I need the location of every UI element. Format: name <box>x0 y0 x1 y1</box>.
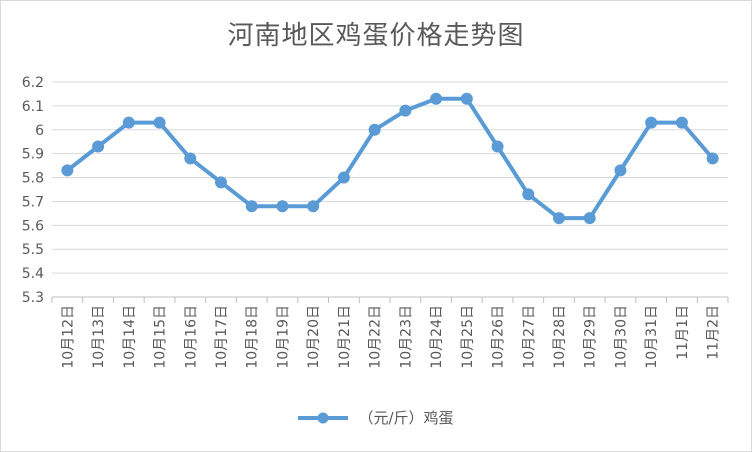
data-point <box>645 116 658 129</box>
x-tick-label: 10月25日 <box>460 305 476 369</box>
y-tick-label: 6.1 <box>22 99 44 115</box>
data-point <box>399 104 412 117</box>
x-tick-label: 10月12日 <box>60 305 76 369</box>
data-point <box>92 140 105 153</box>
data-point <box>122 116 135 129</box>
x-tick-label: 10月20日 <box>306 305 322 369</box>
y-tick-label: 5.6 <box>22 218 44 234</box>
y-tick-label: 5.5 <box>22 242 44 258</box>
data-point <box>491 140 504 153</box>
data-point <box>614 164 627 177</box>
axes: 5.3 5.4 5.5 5.6 5.7 5.8 5.9 6 6.1 6.2 10月12日 10月13日… <box>22 75 729 369</box>
x-tick-label: 10月26日 <box>491 305 507 369</box>
series-layer <box>61 92 719 225</box>
data-point <box>307 200 320 213</box>
x-tick-label: 10月16日 <box>183 305 199 369</box>
data-point <box>61 164 74 177</box>
gridlines <box>52 81 728 274</box>
y-tick-label: 5.8 <box>22 171 44 187</box>
y-tick-label: 5.3 <box>22 290 44 306</box>
y-tick-label: 6 <box>35 123 44 139</box>
x-tick-label: 11月2日 <box>706 305 722 360</box>
y-tick-label: 5.7 <box>22 194 44 210</box>
x-tick-label: 10月24日 <box>429 305 445 369</box>
line-chart: 5.3 5.4 5.5 5.6 5.7 5.8 5.9 6 6.1 6.2 10月12日 10月13日… <box>22 75 729 369</box>
data-point <box>460 92 473 105</box>
legend: （元/斤）鸡蛋 <box>1 407 751 428</box>
x-tick-label: 10月15日 <box>153 305 169 369</box>
legend-label: （元/斤）鸡蛋 <box>358 409 454 427</box>
legend-swatch <box>298 412 349 423</box>
data-point <box>276 200 289 213</box>
x-tick-label: 10月28日 <box>552 305 568 369</box>
y-tick-label: 5.4 <box>22 266 44 282</box>
data-point <box>215 176 227 189</box>
data-point <box>245 200 258 213</box>
x-tick-label: 10月30日 <box>613 305 629 369</box>
x-tick-label: 10月18日 <box>245 305 261 369</box>
data-point <box>553 212 565 225</box>
data-point <box>337 171 350 184</box>
data-point <box>153 116 166 129</box>
x-tick-label: 10月27日 <box>521 305 537 369</box>
x-tick-label: 10月17日 <box>214 305 230 369</box>
data-point <box>184 152 197 165</box>
x-tick-label: 10月22日 <box>368 305 384 369</box>
x-tick-label: 10月23日 <box>398 305 414 369</box>
x-tick-label: 10月31日 <box>644 305 660 369</box>
x-tick-label: 10月29日 <box>583 305 599 369</box>
chart-title: 河南地区鸡蛋价格走势图 <box>227 21 525 51</box>
data-point <box>706 152 719 165</box>
series-line <box>65 96 715 221</box>
data-point <box>368 123 381 136</box>
y-tick-label: 6.2 <box>22 75 44 91</box>
data-point <box>583 212 596 225</box>
y-tick-label: 5.9 <box>22 147 44 163</box>
x-tick-label: 11月1日 <box>675 305 691 360</box>
x-tick-label: 10月21日 <box>337 305 353 369</box>
x-tick-label: 10月19日 <box>275 305 291 369</box>
data-point <box>522 188 535 201</box>
x-tick-label: 10月14日 <box>122 305 138 369</box>
data-point <box>430 92 443 105</box>
data-point <box>675 116 688 129</box>
x-tick-label: 10月13日 <box>91 305 107 369</box>
